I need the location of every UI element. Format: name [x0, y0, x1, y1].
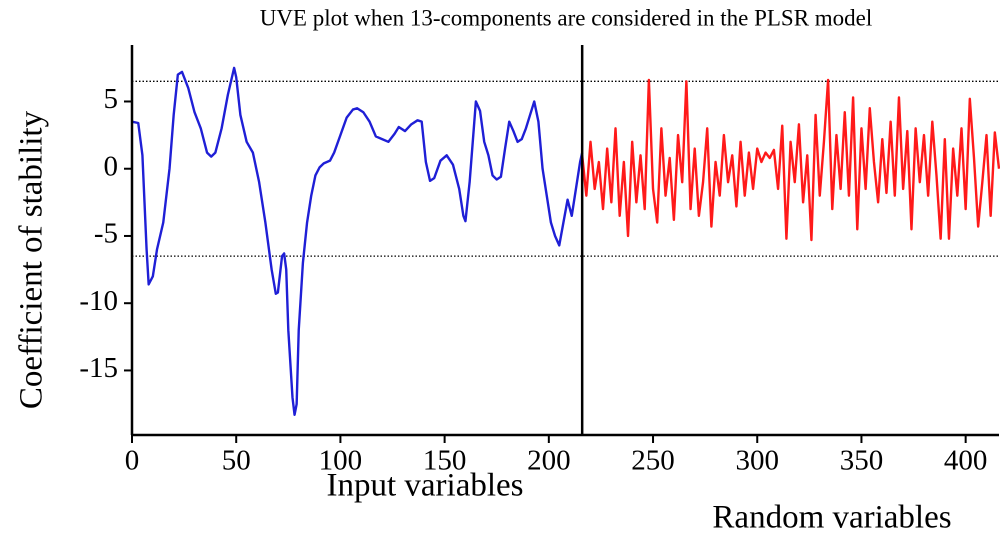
x-tick-label: 300: [735, 445, 779, 477]
x-tick-label: 400: [944, 445, 988, 477]
y-axis-label: Coefficient of stability: [14, 110, 50, 409]
data-line: [580, 78, 1000, 242]
x-tick-label: 200: [527, 445, 571, 477]
x-tick-label: 350: [840, 445, 884, 477]
x-tick-label: 100: [319, 445, 363, 477]
x-tick-label: 50: [222, 445, 251, 477]
chart-title: UVE plot when 13-components are consider…: [260, 5, 873, 30]
x-tick-label: 0: [125, 445, 140, 477]
y-tick-label: -10: [79, 285, 118, 317]
y-tick-label: -5: [94, 218, 118, 250]
y-tick-label: 0: [104, 150, 119, 182]
x-tick-label: 150: [423, 445, 467, 477]
x-axis-label: Input variables: [326, 468, 523, 504]
y-tick-label: 5: [104, 83, 119, 115]
data-line: [131, 66, 584, 417]
y-tick-label: -15: [79, 352, 118, 384]
x-tick-label: 250: [631, 445, 675, 477]
x-axis-label-2: Random variables: [712, 500, 951, 536]
